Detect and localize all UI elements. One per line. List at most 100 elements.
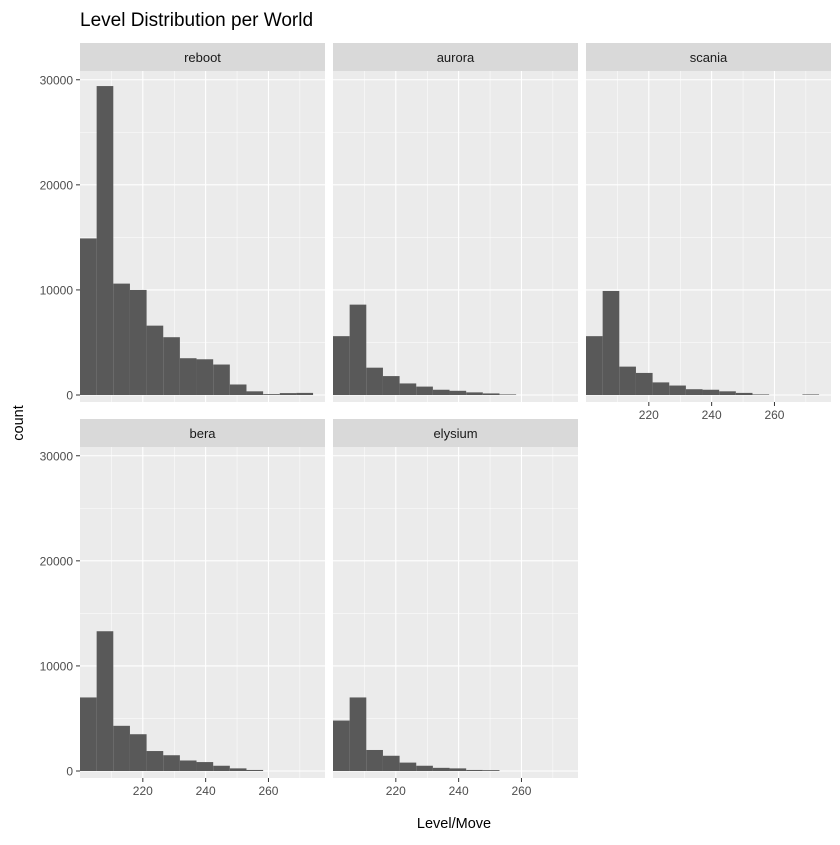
x-tick-label: 220: [386, 784, 406, 798]
bar-reboot-4: [146, 325, 164, 395]
bar-elysium-0: [333, 720, 350, 771]
bar-reboot-1: [96, 86, 114, 396]
bar-bera-8: [213, 765, 230, 771]
bar-scania-4: [652, 382, 670, 395]
x-tick-label: 260: [511, 784, 531, 798]
strip-aurora: [333, 43, 578, 71]
bar-bera-10: [246, 769, 264, 771]
panel-aurora: aurora: [333, 43, 578, 402]
x-tick-label: 260: [258, 784, 278, 798]
bar-elysium-7: [449, 768, 467, 771]
bar-bera-7: [196, 762, 214, 771]
bar-reboot-8: [213, 364, 230, 395]
bar-scania-1: [602, 290, 620, 395]
y-axis-label: count: [11, 405, 27, 440]
bar-scania-10: [752, 394, 770, 395]
x-tick-label: 240: [702, 408, 722, 422]
bar-reboot-3: [129, 289, 147, 395]
strip-elysium: [333, 419, 578, 447]
strip-label-aurora: aurora: [437, 50, 475, 65]
bar-reboot-2: [113, 283, 130, 395]
bar-aurora-10: [499, 394, 517, 395]
strip-scania: [586, 43, 831, 71]
panel-scania: scania 220 240 260: [586, 43, 831, 422]
y-tick-label: 30000: [40, 73, 74, 87]
bar-reboot-6: [179, 358, 197, 395]
bar-bera-6: [179, 760, 197, 771]
bar-bera-3: [129, 734, 147, 771]
bar-bera-1: [96, 631, 114, 771]
y-tick-label: 30000: [40, 449, 74, 463]
bar-bera-5: [163, 755, 180, 771]
y-tick-label: 10000: [40, 283, 74, 297]
bar-bera-9: [229, 768, 247, 771]
bar-scania-6: [685, 389, 703, 395]
panel-bg: [80, 447, 325, 778]
bar-reboot-7: [196, 359, 214, 395]
bar-elysium-6: [432, 767, 450, 771]
bar-aurora-5: [416, 386, 433, 395]
bar-elysium-2: [366, 749, 383, 771]
bar-bera-4: [146, 751, 164, 771]
facet-panels: reboot 0 10000 20000 30000 aurora scania 220 240…: [40, 43, 831, 798]
bar-elysium-8: [466, 769, 483, 771]
y-tick-label: 20000: [40, 178, 74, 192]
bar-scania-13: [802, 394, 820, 395]
x-axis-label: Level/Move: [417, 816, 491, 832]
bar-bera-0: [80, 697, 97, 771]
x-tick-label: 260: [764, 408, 784, 422]
panel-bera: bera 0 10000 20000 30000 220 240 260: [40, 419, 325, 798]
x-tick-label: 240: [449, 784, 469, 798]
bar-scania-3: [635, 372, 653, 395]
strip-label-elysium: elysium: [433, 426, 477, 441]
bar-reboot-9: [229, 384, 247, 395]
bar-elysium-3: [382, 755, 400, 771]
strip-label-bera: bera: [189, 426, 216, 441]
bar-reboot-5: [163, 337, 180, 395]
x-tick-label: 220: [639, 408, 659, 422]
strip-bera: [80, 419, 325, 447]
y-tick-label: 0: [66, 389, 73, 403]
bar-reboot-12: [279, 393, 297, 395]
bar-scania-5: [669, 385, 686, 395]
x-tick-label: 240: [196, 784, 216, 798]
bar-aurora-7: [449, 390, 467, 395]
bar-aurora-8: [466, 392, 483, 395]
panel-bg: [333, 447, 578, 778]
y-tick-label: 20000: [40, 554, 74, 568]
bar-scania-0: [586, 336, 603, 395]
bar-reboot-11: [263, 394, 280, 395]
bar-reboot-13: [296, 392, 314, 395]
bar-aurora-9: [482, 393, 500, 395]
bar-aurora-3: [382, 376, 400, 395]
bar-aurora-6: [432, 389, 450, 395]
panel-elysium: elysium 220 240 260: [333, 419, 578, 798]
bar-scania-9: [735, 392, 753, 395]
x-tick-label: 220: [133, 784, 153, 798]
bar-reboot-10: [246, 391, 264, 395]
y-tick-label: 10000: [40, 659, 74, 673]
strip-label-reboot: reboot: [184, 50, 221, 65]
bar-reboot-0: [80, 238, 97, 395]
strip-reboot: [80, 43, 325, 71]
y-tick-label: 0: [66, 765, 73, 779]
bar-aurora-1: [349, 304, 367, 395]
bar-scania-2: [619, 366, 636, 395]
strip-label-scania: scania: [690, 50, 728, 65]
panel-reboot: reboot 0 10000 20000 30000: [40, 43, 325, 403]
panel-bg: [333, 71, 578, 402]
bar-elysium-4: [399, 762, 417, 771]
bar-elysium-9: [482, 770, 500, 771]
bar-aurora-2: [366, 367, 383, 395]
bar-scania-8: [719, 391, 736, 395]
bar-aurora-4: [399, 383, 417, 395]
bar-bera-2: [113, 725, 130, 771]
bar-scania-7: [702, 389, 720, 395]
bar-aurora-0: [333, 336, 350, 395]
chart-title: Level Distribution per World: [80, 10, 313, 31]
bar-elysium-1: [349, 697, 367, 771]
bar-elysium-5: [416, 765, 433, 771]
panel-bg: [586, 71, 831, 402]
